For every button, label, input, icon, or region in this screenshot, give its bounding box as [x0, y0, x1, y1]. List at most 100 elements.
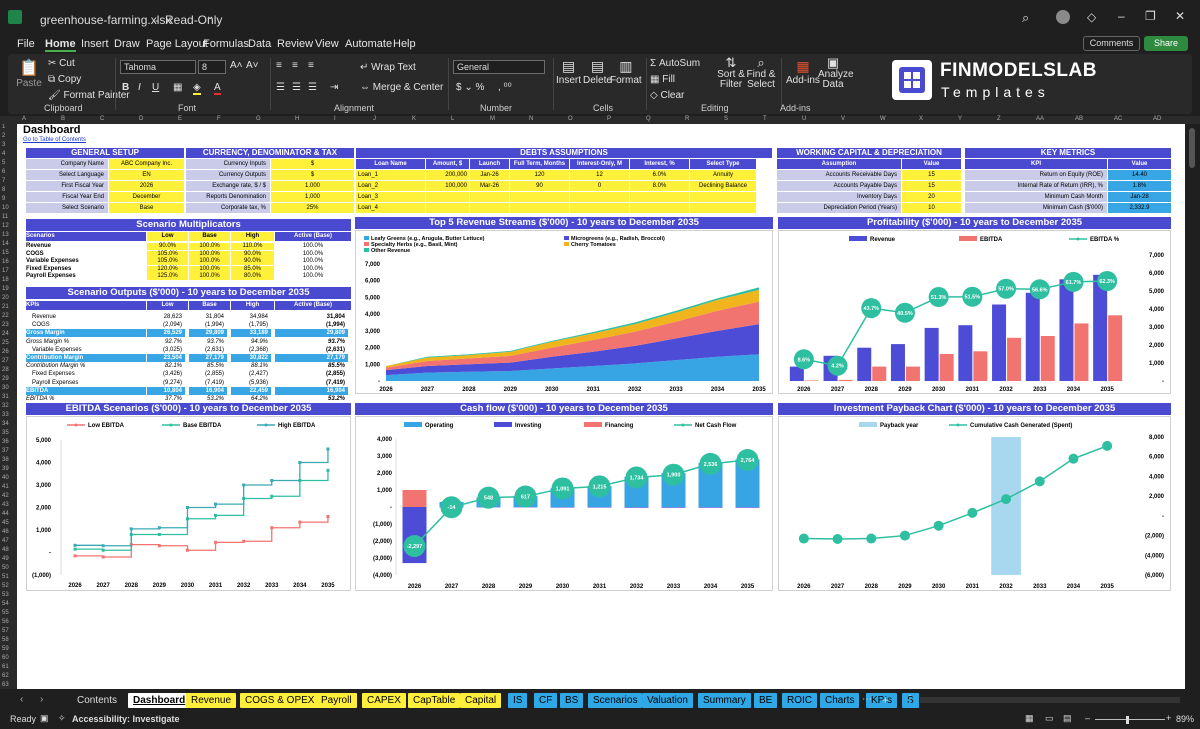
search-icon[interactable]: ⌕: [1022, 10, 1030, 25]
row-header[interactable]: 14: [2, 241, 9, 247]
row-header[interactable]: 13: [2, 232, 9, 238]
tab-charts[interactable]: Charts: [820, 693, 860, 708]
multiplier-value[interactable]: 85.0%: [231, 265, 274, 273]
row-header[interactable]: 50: [2, 565, 9, 571]
vertical-scrollbar[interactable]: [1185, 124, 1200, 689]
profitability-chart[interactable]: Revenue EBITDA EBITDA % - 1,000 2,000 3,000 4,0…: [778, 230, 1171, 394]
row-header[interactable]: 55: [2, 610, 9, 616]
row-header[interactable]: 39: [2, 466, 9, 472]
column-header[interactable]: AC: [1114, 116, 1123, 122]
row-header[interactable]: 35: [2, 430, 9, 436]
debts-cell[interactable]: Loan_3: [356, 192, 425, 202]
menu-home[interactable]: Home: [45, 38, 76, 52]
column-header[interactable]: D: [139, 116, 144, 122]
tab-summary[interactable]: Summary: [698, 693, 751, 708]
column-header[interactable]: X: [919, 116, 924, 122]
tab-cf[interactable]: CF: [534, 693, 558, 708]
revenue-streams-chart[interactable]: Leafy Greens (e.g., Arugula, Butter Lett…: [355, 230, 773, 394]
menu-data[interactable]: Data: [248, 38, 272, 50]
currency-value[interactable]: 1.000: [271, 181, 354, 191]
setup-value[interactable]: ABC Company Inc.: [109, 159, 184, 169]
debts-cell[interactable]: Declining Balance: [690, 181, 756, 191]
column-header[interactable]: I: [334, 116, 336, 122]
debts-cell[interactable]: 200,000: [426, 170, 469, 180]
row-header[interactable]: 57: [2, 628, 9, 634]
wc-value[interactable]: 15: [902, 170, 961, 180]
payback-chart[interactable]: Payback year Cumulative Cash Generated (S…: [778, 416, 1171, 591]
tab-payroll[interactable]: Payroll: [316, 693, 357, 708]
tab-contents[interactable]: Contents: [72, 693, 123, 708]
debts-cell[interactable]: [570, 192, 629, 202]
column-header[interactable]: B: [61, 116, 66, 122]
tab-be[interactable]: BE: [754, 693, 778, 708]
column-header[interactable]: H: [295, 116, 300, 122]
multiplier-value[interactable]: 105.0%: [147, 250, 188, 258]
debts-cell[interactable]: [630, 192, 689, 202]
debts-cell[interactable]: 100,000: [426, 181, 469, 191]
row-header[interactable]: 32: [2, 403, 9, 409]
row-header[interactable]: 23: [2, 322, 9, 328]
row-header[interactable]: 3: [2, 142, 6, 148]
column-header[interactable]: E: [178, 116, 183, 122]
row-header[interactable]: 58: [2, 637, 9, 643]
zoom-level[interactable]: 89%: [1176, 714, 1195, 724]
debts-cell[interactable]: 120: [510, 170, 569, 180]
menu-insert[interactable]: Insert: [81, 38, 109, 50]
column-header[interactable]: S: [724, 116, 729, 122]
menu-formulas[interactable]: Formulas: [203, 38, 249, 50]
debts-cell[interactable]: [426, 192, 469, 202]
column-header[interactable]: L: [451, 116, 455, 122]
debts-cell[interactable]: [426, 203, 469, 213]
debts-cell[interactable]: 8.0%: [630, 181, 689, 191]
minimize-icon[interactable]: –: [1118, 9, 1125, 23]
column-header[interactable]: U: [802, 116, 807, 122]
increase-font-icon[interactable]: A˄: [230, 60, 243, 71]
row-header[interactable]: 43: [2, 502, 9, 508]
currency-icon[interactable]: $ ⌄ %: [456, 82, 485, 93]
row-header[interactable]: 17: [2, 268, 9, 274]
column-header[interactable]: C: [100, 116, 105, 122]
restore-icon[interactable]: ❐: [1145, 9, 1156, 23]
row-header[interactable]: 21: [2, 304, 9, 310]
tab-revenue[interactable]: Revenue: [186, 693, 237, 708]
zoom-slider[interactable]: [1095, 719, 1165, 720]
row-header[interactable]: 34: [2, 421, 9, 427]
column-header[interactable]: T: [763, 116, 767, 122]
debts-cell[interactable]: [510, 192, 569, 202]
merge-center-button[interactable]: ⇔ Merge & Center: [360, 82, 443, 93]
row-header[interactable]: 24: [2, 331, 9, 337]
horizontal-scrollbar[interactable]: [920, 697, 1180, 703]
page-layout-icon[interactable]: ▭: [1045, 713, 1054, 723]
cash-flow-chart[interactable]: Operating Investing Financing Net Cash Flow…: [355, 416, 773, 591]
align-middle-icon[interactable]: ≡: [292, 60, 298, 71]
row-header[interactable]: 47: [2, 538, 9, 544]
row-header[interactable]: 31: [2, 394, 9, 400]
currency-value[interactable]: 1,000: [271, 192, 354, 202]
debts-cell[interactable]: 90: [510, 181, 569, 191]
row-header[interactable]: 20: [2, 295, 9, 301]
row-header[interactable]: 8: [2, 187, 6, 193]
row-header[interactable]: 28: [2, 367, 9, 373]
comments-button[interactable]: Comments: [1083, 36, 1140, 51]
row-header[interactable]: 41: [2, 484, 9, 490]
debts-cell[interactable]: Mar-26: [470, 181, 509, 191]
decrease-font-icon[interactable]: A˅: [246, 60, 259, 71]
align-bottom-icon[interactable]: ≡: [308, 60, 314, 71]
debts-cell[interactable]: 12: [570, 170, 629, 180]
sort-filter-button[interactable]: ⇅ Sort & Filter: [716, 56, 746, 90]
menu-help[interactable]: Help: [393, 38, 416, 50]
font-size-select[interactable]: 8: [198, 60, 226, 74]
menu-file[interactable]: File: [17, 38, 35, 50]
column-header[interactable]: J: [373, 116, 376, 122]
debts-cell[interactable]: [690, 203, 756, 213]
kpi-value[interactable]: 14.40: [1108, 170, 1171, 180]
multiplier-value[interactable]: 90.0%: [231, 250, 274, 258]
row-header[interactable]: 40: [2, 475, 9, 481]
tab-s[interactable]: S: [902, 693, 919, 708]
normal-view-icon[interactable]: ▦: [1025, 713, 1034, 723]
cut-button[interactable]: ✂ Cut: [48, 58, 75, 69]
column-header[interactable]: AB: [1075, 116, 1084, 122]
column-header[interactable]: G: [256, 116, 261, 122]
debts-cell[interactable]: 0: [570, 181, 629, 191]
column-header[interactable]: F: [217, 116, 221, 122]
